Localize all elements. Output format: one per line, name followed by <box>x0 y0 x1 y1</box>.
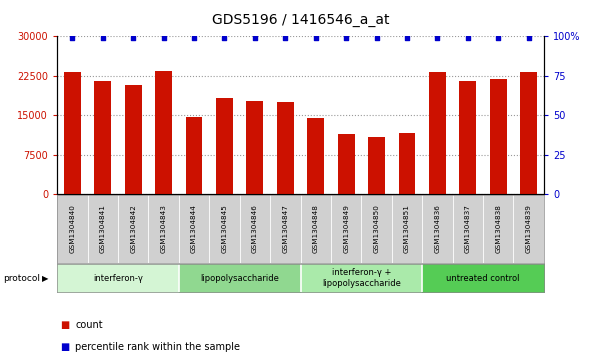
Text: GSM1304837: GSM1304837 <box>465 205 471 253</box>
Text: GSM1304843: GSM1304843 <box>160 205 166 253</box>
Point <box>129 35 138 41</box>
Text: GSM1304848: GSM1304848 <box>313 205 319 253</box>
Text: GSM1304846: GSM1304846 <box>252 205 258 253</box>
Text: lipopolysaccharide: lipopolysaccharide <box>200 274 279 282</box>
Point <box>433 35 442 41</box>
Text: GSM1304849: GSM1304849 <box>343 205 349 253</box>
Point <box>67 35 77 41</box>
Bar <box>125 85 141 194</box>
Bar <box>277 102 294 194</box>
Text: interferon-γ +
lipopolysaccharide: interferon-γ + lipopolysaccharide <box>322 268 401 288</box>
Text: GSM1304850: GSM1304850 <box>374 205 380 253</box>
Text: GSM1304840: GSM1304840 <box>69 205 75 253</box>
Text: GSM1304842: GSM1304842 <box>130 205 136 253</box>
Point <box>159 35 168 41</box>
Text: GSM1304845: GSM1304845 <box>221 205 227 253</box>
Bar <box>490 79 507 194</box>
Point <box>402 35 412 41</box>
Bar <box>368 137 385 194</box>
Text: ■: ■ <box>60 320 69 330</box>
Text: GSM1304841: GSM1304841 <box>100 205 106 253</box>
Bar <box>429 72 446 194</box>
Point <box>372 35 382 41</box>
Text: GSM1304836: GSM1304836 <box>435 205 441 253</box>
Text: percentile rank within the sample: percentile rank within the sample <box>75 342 240 352</box>
Bar <box>520 72 537 194</box>
Text: GSM1304838: GSM1304838 <box>495 205 501 253</box>
Bar <box>155 70 172 194</box>
Point <box>463 35 472 41</box>
Text: GSM1304839: GSM1304839 <box>526 205 532 253</box>
Bar <box>307 118 324 194</box>
Text: GDS5196 / 1416546_a_at: GDS5196 / 1416546_a_at <box>212 13 389 27</box>
Text: GSM1304847: GSM1304847 <box>282 205 288 253</box>
Bar <box>94 81 111 194</box>
Text: interferon-γ: interferon-γ <box>93 274 143 282</box>
Text: untreated control: untreated control <box>447 274 520 282</box>
Bar <box>64 72 81 194</box>
Point <box>189 35 199 41</box>
Text: GSM1304844: GSM1304844 <box>191 205 197 253</box>
Point <box>219 35 229 41</box>
Text: protocol: protocol <box>3 274 40 282</box>
Bar <box>246 101 263 194</box>
Text: ■: ■ <box>60 342 69 352</box>
Point <box>341 35 351 41</box>
Text: ▶: ▶ <box>43 274 49 282</box>
Point <box>493 35 503 41</box>
Bar <box>216 98 233 194</box>
Bar <box>398 133 415 194</box>
Text: GSM1304851: GSM1304851 <box>404 205 410 253</box>
Text: count: count <box>75 320 103 330</box>
Point <box>98 35 108 41</box>
Bar <box>460 81 476 194</box>
Point <box>311 35 320 41</box>
Bar <box>186 117 203 194</box>
Point <box>281 35 290 41</box>
Point <box>250 35 260 41</box>
Point <box>524 35 534 41</box>
Bar <box>338 134 355 194</box>
